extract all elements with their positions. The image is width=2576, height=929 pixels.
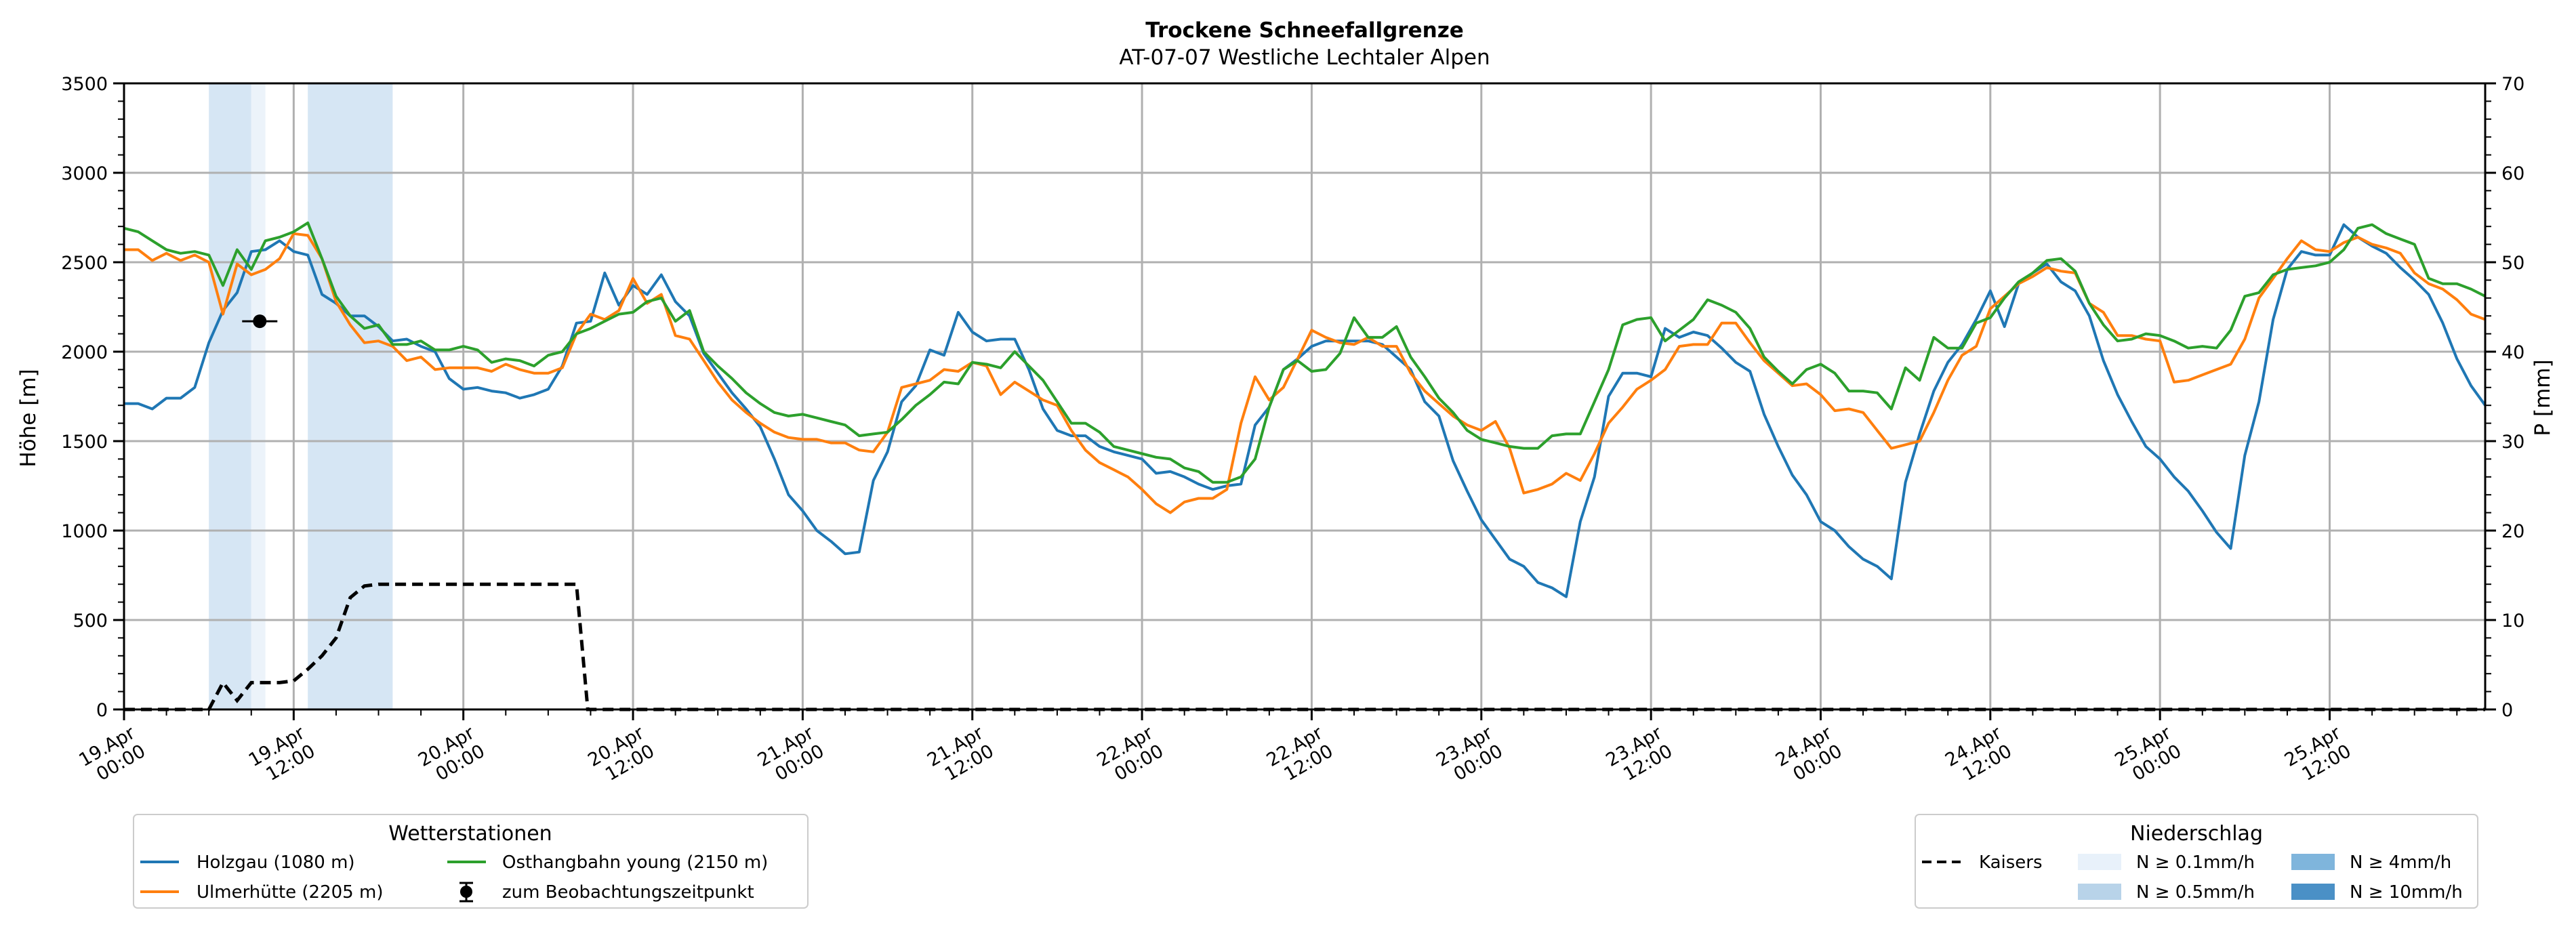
legend-label-n4: N ≥ 4mm/h — [2350, 852, 2451, 873]
kaisers-precip-layer — [124, 582, 2485, 711]
y2-tick-label-0: 0 — [2501, 700, 2513, 721]
x-tick-label-4: 21.Apr00:00 — [754, 722, 828, 789]
y2-tick-label-7: 70 — [2501, 74, 2524, 95]
chart-subtitle: AT-07-07 Westliche Lechtaler Alpen — [1119, 45, 1490, 70]
legend-label-osthangbahn: Osthangbahn young (2150 m) — [502, 852, 768, 873]
y2-axis-label: P [mm] — [2531, 359, 2555, 436]
x-tick-label-0: 19.Apr00:00 — [75, 722, 149, 789]
legend-entry-osthangbahn: Osthangbahn young (2150 m) — [447, 852, 768, 873]
precip-band-1 — [251, 83, 266, 709]
x-tick-label-3: 20.Apr12:00 — [584, 722, 658, 789]
legend-label-ulmerhuette: Ulmerhütte (2205 m) — [197, 882, 383, 903]
legend-label-n05: N ≥ 0.5mm/h — [2136, 882, 2255, 903]
legend-precip-title: Niederschlag — [2130, 822, 2263, 846]
y2-tick-label-5: 50 — [2501, 253, 2524, 274]
legend-swatch-n10 — [2291, 884, 2335, 900]
y2-tick-label-2: 20 — [2501, 521, 2524, 542]
observation-point — [253, 314, 267, 329]
plot-frame — [123, 82, 2487, 711]
x-tick-label-7: 22.Apr12:00 — [1263, 722, 1337, 789]
x-tick-label-2: 20.Apr00:00 — [415, 722, 489, 789]
legend-precip: Niederschlag Kaisers N ≥ 0.1mm/h N ≥ 0.5… — [1915, 814, 2478, 909]
legend-entry-n4: N ≥ 4mm/h — [2291, 852, 2451, 873]
x-tick-label-5: 21.Apr12:00 — [924, 722, 998, 789]
y2-tick-label-3: 30 — [2501, 432, 2524, 453]
legend-label-n01: N ≥ 0.1mm/h — [2136, 852, 2255, 873]
station-series — [123, 221, 2487, 598]
x-tick-label-13: 25.Apr12:00 — [2281, 722, 2355, 789]
y-tick-label-0: 0 — [96, 700, 108, 721]
precipitation-bands — [209, 83, 393, 709]
x-tick-label-8: 23.Apr00:00 — [1433, 722, 1507, 789]
y2-tick-label-6: 60 — [2501, 163, 2524, 184]
series-holzgau — [124, 223, 2487, 598]
x-tick-label-10: 24.Apr00:00 — [1772, 722, 1846, 789]
y-tick-label-2: 1000 — [61, 521, 108, 542]
y-tick-label-3: 1500 — [61, 432, 108, 453]
legend-swatch-n05 — [2078, 884, 2121, 900]
y-tick-label-6: 3000 — [61, 163, 108, 184]
legend-entry-n05: N ≥ 0.5mm/h — [2078, 882, 2255, 903]
legend-entry-n01: N ≥ 0.1mm/h — [2078, 852, 2255, 873]
legend-entry-ulmerhuette: Ulmerhütte (2205 m) — [140, 882, 383, 903]
y-axis-label: Höhe [m] — [16, 369, 41, 467]
legend-entry-holzgau: Holzgau (1080 m) — [140, 852, 355, 873]
chart-title: Trockene Schneefallgrenze — [1145, 18, 1464, 43]
x-tick-label-1: 19.Apr12:00 — [245, 722, 319, 789]
x-tick-label-6: 22.Apr00:00 — [1093, 722, 1167, 789]
legend-swatch-n4 — [2291, 854, 2335, 870]
y2-tick-label-4: 40 — [2501, 342, 2524, 363]
legend-stations: Wetterstationen Holzgau (1080 m) Ulmerhü… — [133, 814, 809, 909]
legend-stations-title: Wetterstationen — [388, 822, 552, 846]
legend-swatch-n01 — [2078, 854, 2121, 870]
x-tick-label-9: 23.Apr12:00 — [1602, 722, 1676, 789]
y-tick-label-7: 3500 — [61, 74, 108, 95]
legend-entry-n10: N ≥ 10mm/h — [2291, 882, 2463, 903]
series-osthangbahn — [123, 221, 2486, 484]
y-tick-label-5: 2500 — [61, 253, 108, 274]
y-tick-label-4: 2000 — [61, 342, 108, 363]
legend-label-holzgau: Holzgau (1080 m) — [197, 852, 355, 873]
grid-lines — [124, 83, 2485, 709]
legend-entry-observation: zum Beobachtungszeitpunkt — [459, 882, 754, 903]
precip-band-0 — [209, 83, 251, 709]
series-ulmerhuette — [124, 232, 2486, 514]
series-kaisers — [124, 582, 2485, 711]
legend-label-n10: N ≥ 10mm/h — [2350, 882, 2463, 903]
y-tick-label-1: 500 — [73, 611, 108, 632]
x-tick-label-11: 24.Apr12:00 — [1942, 722, 2016, 789]
observation-layer — [242, 314, 278, 329]
legend-label-kaisers: Kaisers — [1979, 852, 2043, 873]
x-tick-label-12: 25.Apr00:00 — [2112, 722, 2186, 789]
precip-band-2 — [308, 83, 393, 709]
y2-tick-label-1: 10 — [2501, 611, 2524, 632]
axes: 19.Apr00:00 19.Apr12:00 20.Apr00:00 20.Apr1… — [61, 74, 2524, 789]
legend-entry-kaisers: Kaisers — [1922, 852, 2043, 873]
legend-label-observation: zum Beobachtungszeitpunkt — [502, 882, 754, 903]
